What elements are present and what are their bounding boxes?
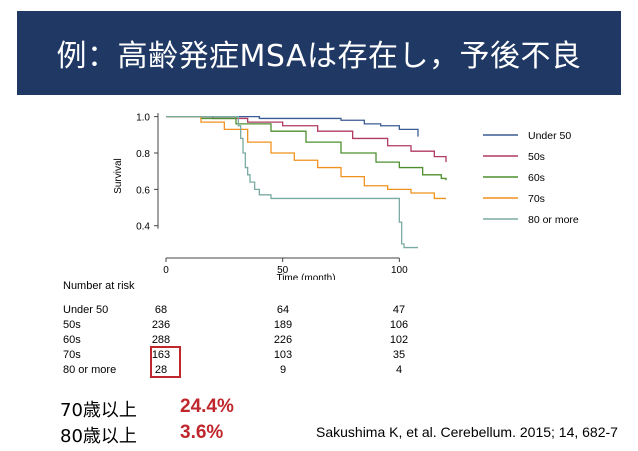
y-tick-label: 0.8 xyxy=(136,149,150,160)
x-tick-label: 100 xyxy=(391,265,408,276)
risk-cell: 106 xyxy=(389,319,409,331)
survival-chart: 1.0 0.8 0.6 0.4 0 50 100 Time (month) Survival Un… xyxy=(113,113,579,280)
series-line-0 xyxy=(166,115,419,137)
legend-label: 60s xyxy=(528,172,545,184)
risk-cell: 189 xyxy=(273,319,293,331)
stat-label: 80歳以上 xyxy=(60,426,137,447)
risk-cell: 236 xyxy=(151,319,171,331)
risk-cell: 47 xyxy=(392,304,406,316)
risk-row-label: 60s xyxy=(63,334,81,346)
citation: Sakushima K, et al. Cerebellum. 2015; 14… xyxy=(316,424,618,440)
risk-row-80-or-more: 80 or more 28 9 4 xyxy=(63,364,443,377)
risk-row-label: 50s xyxy=(63,319,81,331)
x-axis-label: Time (month) xyxy=(276,273,335,280)
legend-label: 50s xyxy=(528,151,545,163)
series-line-2 xyxy=(166,115,447,181)
risk-row-label: 70s xyxy=(63,349,81,361)
x-tick-label: 50 xyxy=(277,265,289,276)
y-tick-label: 0.4 xyxy=(136,222,150,233)
risk-cell: 68 xyxy=(154,304,168,316)
y-tick-label: 1.0 xyxy=(136,113,150,124)
x-tick-label: 0 xyxy=(163,265,169,276)
risk-cell: 288 xyxy=(151,334,171,346)
legend-label: 70s xyxy=(528,193,545,205)
legend-label: 80 or more xyxy=(528,214,579,226)
risk-cell: 226 xyxy=(273,334,293,346)
stat-70-plus: 70歳以上 24.4% xyxy=(60,396,234,422)
risk-table-title: Number at risk xyxy=(63,280,135,292)
stat-80-plus: 80歳以上 3.6% xyxy=(60,422,223,448)
risk-row-label: Under 50 xyxy=(63,304,109,316)
risk-cell: 9 xyxy=(279,364,287,376)
risk-row-label: 80 or more xyxy=(63,364,117,376)
series-line-4 xyxy=(166,115,418,249)
risk-row-under-50: Under 50 68 64 47 xyxy=(63,304,443,317)
risk-cell: 4 xyxy=(395,364,403,376)
y-axis-label: Survival xyxy=(113,158,124,194)
legend-label: Under 50 xyxy=(528,130,571,142)
series-line-3 xyxy=(166,115,446,200)
highlight-box xyxy=(150,346,181,378)
y-tick-label: 0.6 xyxy=(136,185,150,196)
stat-label: 70歳以上 xyxy=(60,400,137,421)
stat-value: 24.4% xyxy=(180,396,234,417)
risk-row-70s: 70s 163 103 35 xyxy=(63,349,443,362)
risk-cell: 35 xyxy=(392,349,406,361)
slide-title: 例：高齢発症MSAは存在し，予後不良 xyxy=(17,11,621,95)
risk-row-50s: 50s 236 189 106 xyxy=(63,319,443,332)
risk-cell: 64 xyxy=(276,304,290,316)
risk-cell: 102 xyxy=(389,334,409,346)
risk-cell: 103 xyxy=(273,349,293,361)
series-line-1 xyxy=(166,115,447,163)
risk-cell: 28 xyxy=(154,364,168,376)
stat-value: 3.6% xyxy=(180,422,224,443)
risk-cell: 163 xyxy=(151,349,171,361)
risk-row-60s: 60s 288 226 102 xyxy=(63,334,443,347)
